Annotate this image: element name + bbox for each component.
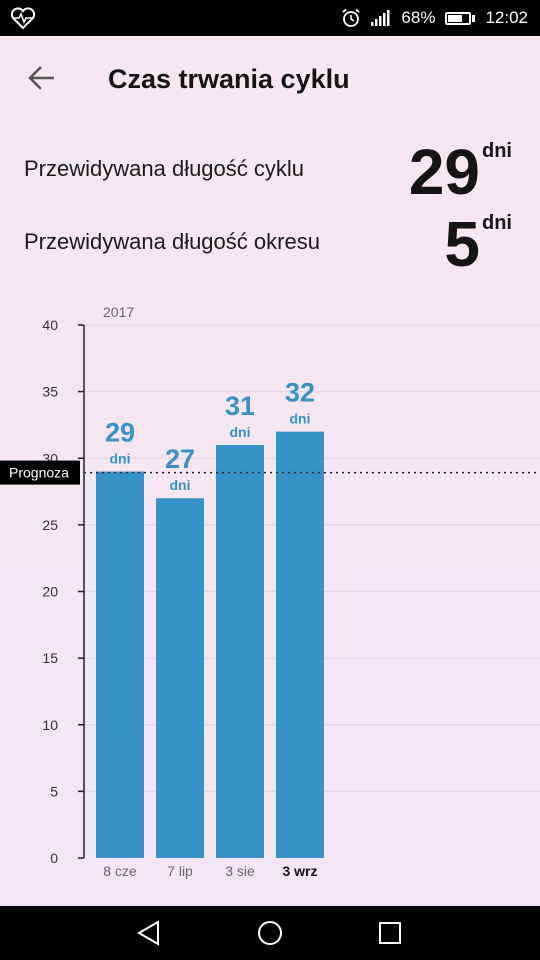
bar-unit-label: dni bbox=[110, 451, 131, 467]
y-tick-label: 40 bbox=[42, 317, 58, 333]
battery-icon bbox=[445, 11, 476, 25]
y-tick-label: 15 bbox=[42, 650, 58, 666]
x-tick-label: 7 lip bbox=[167, 863, 193, 879]
back-triangle-icon[interactable] bbox=[134, 918, 164, 948]
page-title: Czas trwania cyklu bbox=[108, 64, 350, 94]
y-tick-label: 35 bbox=[42, 384, 58, 400]
status-time: 12:02 bbox=[485, 8, 528, 27]
bar-unit-label: dni bbox=[290, 411, 311, 427]
forecast-label-bg bbox=[0, 460, 80, 485]
navigation-bar bbox=[0, 906, 540, 960]
cycle-length-unit: dni bbox=[482, 140, 512, 162]
period-length-unit: dni bbox=[482, 212, 512, 234]
period-length-label: Przewidywana długość okresu bbox=[24, 229, 320, 254]
battery-percent: 68% bbox=[401, 8, 436, 27]
bar-value-label: 31 bbox=[225, 391, 255, 421]
bar bbox=[216, 444, 264, 858]
heart-rate-icon bbox=[10, 7, 36, 30]
home-circle-icon[interactable] bbox=[255, 918, 285, 948]
y-tick-label: 20 bbox=[42, 584, 58, 600]
forecast-label: Prognoza bbox=[9, 465, 69, 481]
bar-value-label: 27 bbox=[165, 444, 195, 474]
status-bar: 68% 12:02 bbox=[0, 0, 540, 36]
bar-value-label: 32 bbox=[285, 378, 315, 408]
y-tick-label: 5 bbox=[50, 783, 58, 799]
x-tick-label: 8 cze bbox=[103, 863, 137, 879]
bar-value-label: 29 bbox=[105, 418, 135, 448]
y-tick-label: 25 bbox=[42, 517, 58, 533]
bar-unit-label: dni bbox=[170, 477, 191, 493]
period-length-value: 5 bbox=[444, 208, 480, 280]
x-tick-label: 3 wrz bbox=[282, 863, 317, 879]
y-tick-label: 0 bbox=[50, 850, 58, 866]
recents-square-icon[interactable] bbox=[375, 918, 405, 948]
bar-unit-label: dni bbox=[230, 424, 251, 440]
year-label: 2017 bbox=[103, 304, 134, 320]
bar bbox=[96, 471, 144, 858]
bar bbox=[276, 431, 324, 858]
alarm-icon bbox=[342, 8, 360, 27]
x-tick-label: 3 sie bbox=[225, 863, 255, 879]
cycle-length-value: 29 bbox=[408, 136, 480, 208]
bar bbox=[156, 498, 204, 858]
y-tick-label: 10 bbox=[42, 717, 58, 733]
arrow-left-icon[interactable] bbox=[26, 62, 58, 94]
cycle-length-label: Przewidywana długość cyklu bbox=[24, 156, 305, 181]
signal-icon bbox=[371, 10, 390, 26]
